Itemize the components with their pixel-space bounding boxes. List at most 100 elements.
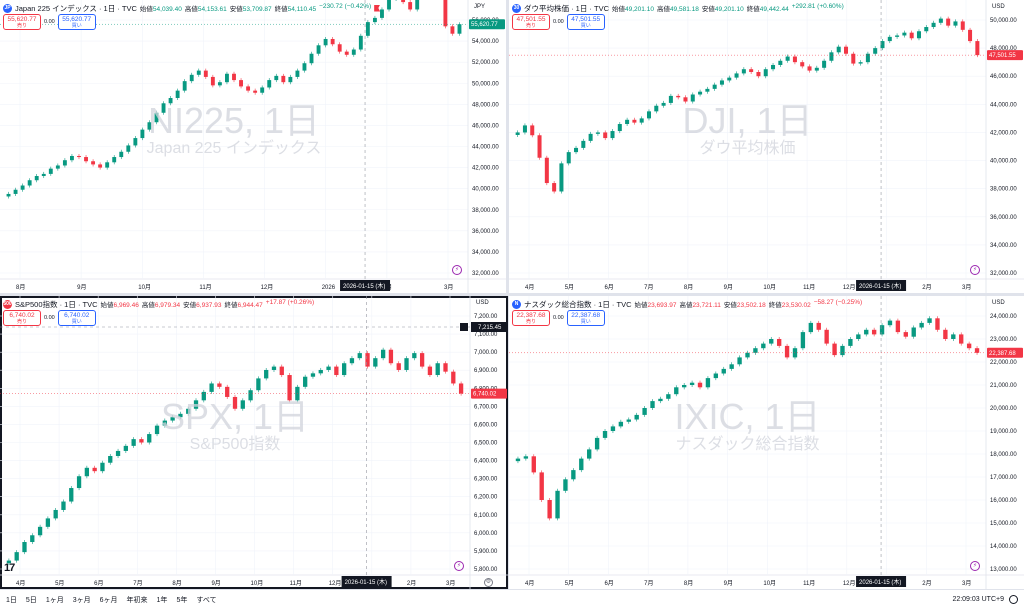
- candle-body: [771, 64, 776, 70]
- currency-unit[interactable]: JPY: [474, 4, 486, 10]
- price-chart[interactable]: 56,000.0054,000.0052,000.0050,000.0048,0…: [0, 0, 506, 293]
- symbol-legend[interactable]: N ナスダック総合指数 · 1日 · TVC 始値23,693.97 高値23,721…: [512, 298, 862, 310]
- sell-button[interactable]: 55,620.77 売り: [3, 14, 41, 30]
- sell-button[interactable]: 22,387.68 売り: [512, 310, 550, 326]
- candle-body: [753, 348, 758, 353]
- symbol-title[interactable]: S&P500指数 · 1日 · TVC: [15, 299, 98, 309]
- lightning-icon[interactable]: ⚡: [970, 265, 980, 275]
- month-tick: 10月: [138, 284, 151, 291]
- crosshair-date-tag: [856, 576, 907, 587]
- candle-body: [919, 322, 924, 328]
- buy-button[interactable]: 22,387.68 買い: [566, 310, 605, 326]
- timeframe-1y[interactable]: 1年: [156, 596, 168, 604]
- candle-body: [178, 413, 183, 418]
- month-tick: 5月: [565, 580, 574, 587]
- price-chart[interactable]: 24,000.00 23,000.00 22,000.00 21,000.00 20,0…: [509, 296, 1024, 589]
- candle-body: [856, 334, 861, 339]
- candle-body: [334, 366, 339, 376]
- candle-body: [719, 80, 724, 85]
- buy-label: 買い: [71, 23, 82, 29]
- buy-button[interactable]: 55,620.77 買い: [57, 14, 96, 30]
- symbol-title[interactable]: Japan 225 インデックス · 1日 · TVC: [15, 3, 137, 13]
- price-chart[interactable]: 7,200.007,100.007,000.006,900.006,800.00…: [0, 296, 508, 589]
- clock[interactable]: 22:09:03 UTC+9: [952, 596, 1004, 603]
- timeframe-3m[interactable]: 3ヶ月: [72, 596, 91, 604]
- candle-body: [34, 176, 39, 181]
- candle-body: [610, 426, 616, 431]
- candle-body: [581, 140, 586, 148]
- ohlc-open-value: 49,201.10: [625, 6, 654, 13]
- candle-body: [457, 24, 462, 34]
- price-tick: 54,000.00: [472, 39, 499, 45]
- candle-body: [147, 434, 152, 443]
- month-tick: 4月: [16, 580, 25, 587]
- month-tick: 2月: [922, 284, 931, 291]
- symbol-legend[interactable]: 500 S&P500指数 · 1日 · TVC 始値6,969.46 高値6,979.…: [3, 298, 314, 310]
- symbol-title[interactable]: ナスダック総合指数 · 1日 · TVC: [524, 299, 632, 309]
- month-tick: 4月: [525, 580, 534, 587]
- timeframe-1m[interactable]: 1ヶ月: [45, 596, 64, 604]
- timeframe-ytd[interactable]: 年初来: [126, 596, 148, 604]
- timeframe-5d[interactable]: 5日: [25, 596, 37, 604]
- chart-pane-nasdaq[interactable]: N ナスダック総合指数 · 1日 · TVC 始値23,693.97 高値23,721…: [509, 296, 1024, 589]
- buy-button[interactable]: 47,501.55 買い: [566, 14, 605, 30]
- add-alert-icon[interactable]: [460, 323, 468, 331]
- candle-body: [539, 472, 544, 500]
- candle-body: [911, 327, 916, 337]
- buy-button[interactable]: 6,740.02 買い: [57, 310, 96, 326]
- lightning-icon[interactable]: ⚡: [970, 561, 980, 571]
- candle-body: [48, 168, 53, 174]
- timeframe-6m[interactable]: 6ヶ月: [99, 596, 118, 604]
- lightning-icon[interactable]: ⚡: [452, 265, 462, 275]
- candle-body: [70, 155, 74, 161]
- settings-icon[interactable]: [1009, 595, 1018, 604]
- candle-body: [654, 105, 659, 112]
- axis-settings-icon[interactable]: ⚙: [484, 578, 493, 587]
- chart-pane-dow[interactable]: 30 ダウ平均株価 · 1日 · TVC 始値49,201.10 高値49,581.1…: [509, 0, 1024, 293]
- last-price-value: 6,740.02: [473, 392, 497, 398]
- sell-button[interactable]: 6,740.02 売り: [3, 310, 41, 326]
- currency-unit[interactable]: USD: [476, 300, 489, 306]
- candle-body: [100, 462, 105, 472]
- ohlc-open-label: 始値: [634, 302, 648, 309]
- last-price-value: 47,501.55: [989, 53, 1016, 59]
- tradingview-logo-icon[interactable]: 17: [4, 562, 15, 574]
- symbol-legend[interactable]: JP Japan 225 インデックス · 1日 · TVC 始値54,039.40…: [3, 2, 381, 14]
- chart-pane-spx[interactable]: 500 S&P500指数 · 1日 · TVC 始値6,969.46 高値6,979.…: [0, 296, 508, 589]
- lightning-icon[interactable]: ⚡: [454, 561, 464, 571]
- ohlc-high-value: 49,581.18: [669, 6, 699, 13]
- candle-body: [713, 373, 719, 379]
- price-chart[interactable]: 50,000.00 48,000.00 46,000.00 44,000.00 42,0…: [509, 0, 1024, 293]
- candle-body: [689, 382, 695, 385]
- horizontal-splitter[interactable]: [0, 293, 1024, 296]
- buy-price: 47,501.55: [571, 16, 601, 23]
- price-change: −58.27 (−0.25%): [813, 299, 863, 306]
- price-tick: 22,000.00: [990, 360, 1017, 366]
- candle-body: [365, 22, 370, 36]
- symbol-title[interactable]: ダウ平均株価 · 1日 · TVC: [524, 3, 610, 13]
- chart-pane-nikkei[interactable]: JP Japan 225 インデックス · 1日 · TVC 始値54,039.40…: [0, 0, 506, 293]
- sell-button[interactable]: 47,501.55 売り: [512, 14, 550, 30]
- timeframe-5y[interactable]: 5年: [176, 596, 188, 604]
- month-tick: 8月: [684, 284, 693, 291]
- candle-body: [756, 72, 761, 77]
- symbol-legend[interactable]: 30 ダウ平均株価 · 1日 · TVC 始値49,201.10 高値49,581.1…: [512, 2, 844, 14]
- candle-body: [357, 353, 362, 359]
- ohlc-low-label: 安値: [701, 6, 715, 13]
- timeframe-all[interactable]: すべて: [196, 596, 217, 604]
- candle-body: [865, 53, 870, 63]
- candle-body: [895, 320, 901, 333]
- ohlc-open-value: 6,969.46: [113, 302, 139, 309]
- candle-body: [566, 152, 571, 164]
- candle-body: [326, 366, 331, 370]
- candle-body: [658, 398, 663, 402]
- candle-body: [330, 38, 335, 45]
- currency-unit[interactable]: USD: [992, 4, 1005, 10]
- timeframe-1d[interactable]: 1日: [6, 596, 17, 604]
- price-tick: 44,000.00: [990, 102, 1017, 108]
- candle-body: [547, 500, 552, 519]
- flag-icon[interactable]: [374, 4, 381, 12]
- candle-body: [966, 343, 972, 349]
- currency-unit[interactable]: USD: [992, 300, 1005, 306]
- candle-body: [225, 386, 230, 397]
